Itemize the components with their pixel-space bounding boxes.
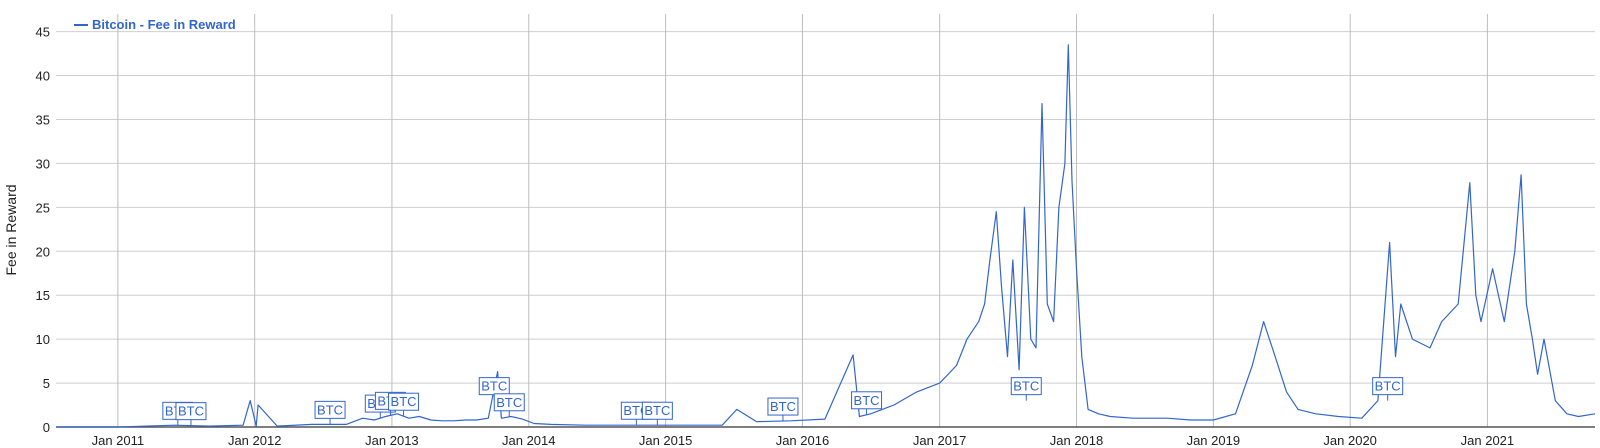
event-flag-label: BTC: [496, 395, 522, 410]
y-tick-label: 35: [36, 112, 50, 127]
event-flags: BTCBTCBTCBTCBTCBTCBTCBTCBTCBTCBTCBTCBTCB…: [162, 377, 1404, 426]
event-flag[interactable]: BTC: [1010, 377, 1042, 401]
event-flag-box: [767, 397, 799, 416]
event-flag-label: BTC: [854, 393, 880, 408]
event-flag-label: BTC: [178, 404, 204, 419]
event-flag[interactable]: BTC: [767, 397, 799, 422]
event-flag[interactable]: BTC: [175, 402, 207, 426]
event-flag[interactable]: BTC: [1372, 377, 1404, 401]
x-tick-label: Jan 2013: [365, 433, 419, 448]
legend-label: Bitcoin - Fee in Reward: [92, 17, 236, 32]
x-tick-label: Jan 2021: [1461, 433, 1515, 448]
x-tick-label: Jan 2020: [1323, 433, 1377, 448]
series-layer: [56, 44, 1596, 428]
event-flag[interactable]: BTC: [314, 400, 346, 425]
series-line[interactable]: [56, 44, 1596, 428]
event-flag-box: [493, 393, 525, 412]
event-flag-label: BTC: [317, 402, 343, 417]
y-tick-label: 0: [43, 420, 50, 435]
grid-lines: [56, 14, 1595, 427]
y-axis-title: Fee in Reward: [3, 184, 19, 275]
x-tick-label: Jan 2014: [502, 433, 556, 448]
event-flag-box: [851, 391, 883, 410]
event-flag-box: [641, 401, 673, 420]
y-axis-ticks: 0 5 10 15 20 25 30 35 40 45: [36, 25, 50, 435]
x-tick-label: Jan 2016: [776, 433, 830, 448]
y-tick-label: 40: [36, 69, 50, 84]
x-tick-label: Jan 2011: [92, 433, 145, 448]
event-flag-label: BTC: [1013, 379, 1039, 394]
x-tick-label: Jan 2018: [1050, 433, 1104, 448]
event-flag-label: BTC: [1375, 379, 1401, 394]
y-tick-label: 20: [36, 244, 50, 259]
event-flag-box: [1372, 377, 1404, 396]
event-flag-label: BTC: [644, 403, 670, 418]
x-tick-label: Jan 2017: [913, 433, 967, 448]
event-flag-box: [388, 392, 420, 411]
event-flag-box: [1010, 377, 1042, 396]
legend[interactable]: Bitcoin - Fee in Reward: [74, 17, 236, 32]
x-tick-label: Jan 2012: [228, 433, 282, 448]
event-flag-label: BTC: [391, 394, 417, 409]
x-axis-ticks: Jan 2011 Jan 2012 Jan 2013 Jan 2014 Jan 2015…: [92, 433, 1515, 448]
event-flag-label: BTC: [481, 379, 507, 394]
y-tick-label: 25: [36, 200, 50, 215]
y-tick-label: 45: [36, 25, 50, 40]
y-tick-label: 10: [36, 332, 50, 347]
event-flag-box: [314, 400, 346, 419]
event-flag[interactable]: BTC: [851, 391, 883, 415]
event-flag[interactable]: BTC: [493, 393, 525, 417]
y-tick-label: 5: [43, 376, 50, 391]
x-tick-label: Jan 2015: [639, 433, 693, 448]
event-flag[interactable]: BTC: [641, 401, 673, 426]
x-tick-label: Jan 2019: [1187, 433, 1241, 448]
y-tick-label: 15: [36, 288, 50, 303]
event-flag-box: [175, 402, 207, 421]
event-flag[interactable]: BTC: [388, 392, 420, 417]
y-tick-label: 30: [36, 156, 50, 171]
event-flag-label: BTC: [770, 399, 796, 414]
